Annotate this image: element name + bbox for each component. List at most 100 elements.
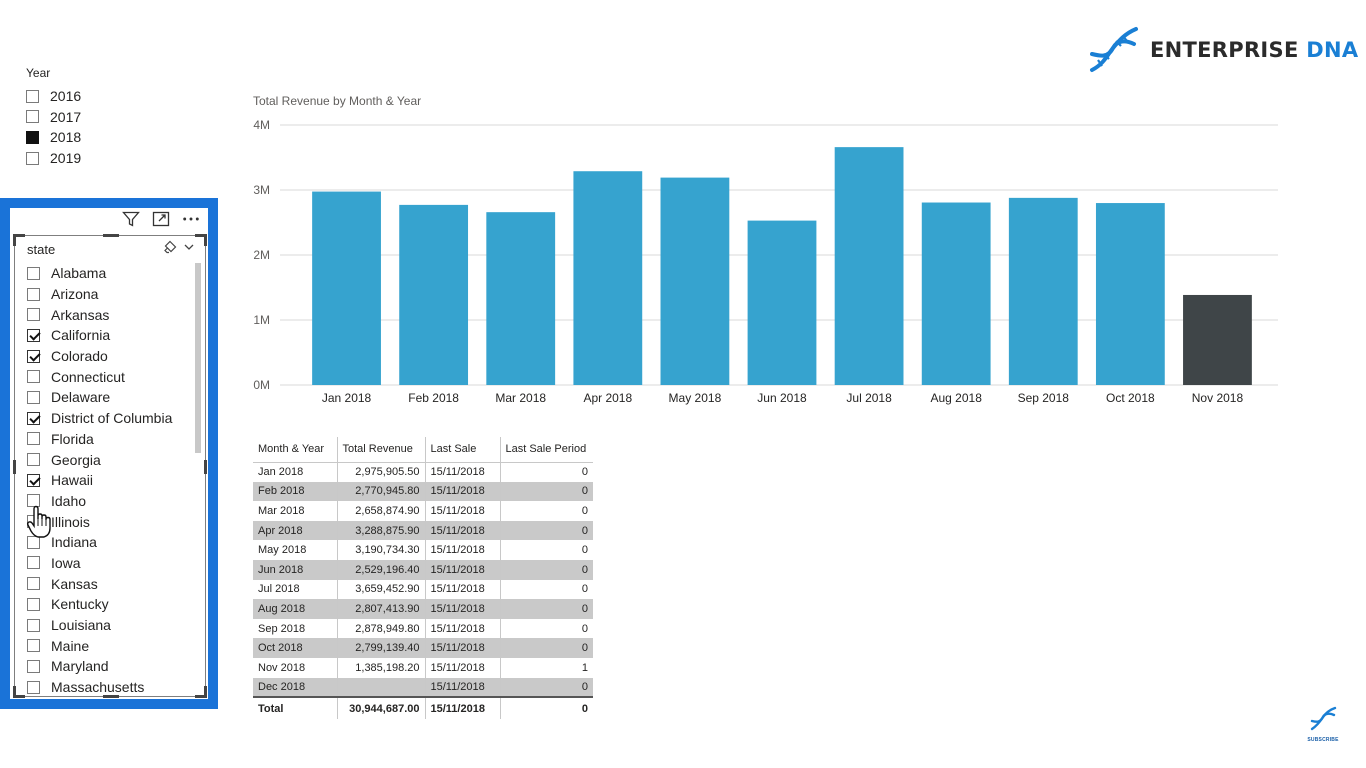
scrollbar-thumb[interactable] xyxy=(195,263,201,453)
state-option[interactable]: Arkansas xyxy=(27,304,193,325)
checkbox[interactable] xyxy=(27,639,40,653)
table-cell: 15/11/2018 xyxy=(425,657,501,678)
state-option-label: Maryland xyxy=(51,658,109,675)
resize-handle[interactable] xyxy=(13,686,16,698)
subscribe-badge[interactable]: SUBSCRIBE xyxy=(1305,706,1341,743)
state-option[interactable]: Iowa xyxy=(27,553,193,574)
revenue-table: Month & Year Total Revenue Last Sale Last S… xyxy=(253,437,593,720)
more-options-icon[interactable] xyxy=(182,210,200,228)
bar[interactable] xyxy=(1008,197,1078,385)
state-option[interactable]: Maryland xyxy=(27,656,193,677)
checkbox[interactable] xyxy=(27,556,40,570)
checkbox[interactable] xyxy=(27,308,40,322)
table-cell: 0 xyxy=(500,559,593,580)
state-option[interactable]: Georgia xyxy=(27,449,193,470)
bar[interactable] xyxy=(312,191,381,385)
column-header[interactable]: Last Sale Period xyxy=(500,437,593,463)
table-cell: 15/11/2018 xyxy=(425,599,501,619)
state-option[interactable]: Indiana xyxy=(27,532,193,553)
bar[interactable] xyxy=(1183,294,1252,385)
bar[interactable] xyxy=(747,220,817,385)
filter-icon[interactable] xyxy=(122,210,140,228)
state-option[interactable]: Delaware xyxy=(27,387,193,408)
state-option[interactable]: Colorado xyxy=(27,346,193,367)
checkbox[interactable] xyxy=(27,535,40,549)
state-option[interactable]: District of Columbia xyxy=(27,408,193,429)
checkbox-checked[interactable] xyxy=(27,349,40,363)
resize-handle[interactable] xyxy=(103,234,119,237)
bar[interactable] xyxy=(399,204,469,385)
state-option[interactable]: Maine xyxy=(27,635,193,656)
resize-handle[interactable] xyxy=(195,234,207,237)
focus-mode-icon[interactable] xyxy=(152,210,170,228)
year-option[interactable]: 2019 xyxy=(26,148,176,169)
state-option[interactable]: Alabama xyxy=(27,263,193,284)
year-option-label: 2017 xyxy=(50,108,82,125)
checkbox[interactable] xyxy=(27,266,40,280)
state-option[interactable]: Massachusetts xyxy=(27,677,193,698)
checkbox-checked[interactable] xyxy=(27,411,40,425)
bar[interactable] xyxy=(921,202,991,385)
column-header[interactable]: Month & Year xyxy=(253,437,338,463)
resize-handle[interactable] xyxy=(204,460,207,474)
checkbox-checked[interactable] xyxy=(27,473,40,487)
checkbox[interactable] xyxy=(27,287,40,301)
state-option[interactable]: Louisiana xyxy=(27,615,193,636)
state-option[interactable]: Arizona xyxy=(27,284,193,305)
state-option[interactable]: California xyxy=(27,325,193,346)
x-tick-label: Apr 2018 xyxy=(583,391,632,405)
resize-handle[interactable] xyxy=(204,686,207,698)
checkbox[interactable] xyxy=(27,453,40,467)
column-header[interactable]: Total Revenue xyxy=(337,437,426,463)
table-cell: 0 xyxy=(581,504,588,517)
bar[interactable] xyxy=(1095,203,1165,385)
state-option[interactable]: Florida xyxy=(27,429,193,450)
checkbox[interactable] xyxy=(26,89,39,103)
bar[interactable] xyxy=(834,147,904,385)
table-cell: 0 xyxy=(500,677,593,698)
resize-handle[interactable] xyxy=(13,695,25,698)
year-option[interactable]: 2018 xyxy=(26,127,176,148)
checkbox-checked[interactable] xyxy=(27,328,40,342)
x-tick-label: Jan 2018 xyxy=(322,391,372,405)
checkbox[interactable] xyxy=(27,494,40,508)
state-option[interactable]: Hawaii xyxy=(27,470,193,491)
checkbox[interactable] xyxy=(27,432,40,446)
state-option[interactable]: Kentucky xyxy=(27,594,193,615)
checkbox[interactable] xyxy=(27,597,40,611)
state-option-label: Alabama xyxy=(51,265,107,282)
state-option-label: Maine xyxy=(51,637,90,654)
checkbox[interactable] xyxy=(27,577,40,591)
chart-title: Total Revenue by Month & Year xyxy=(253,94,422,108)
checkbox[interactable] xyxy=(26,130,39,144)
state-option[interactable]: Kansas xyxy=(27,573,193,594)
eraser-icon[interactable] xyxy=(163,240,177,259)
checkbox[interactable] xyxy=(27,659,40,673)
checkbox[interactable] xyxy=(27,390,40,404)
year-option[interactable]: 2017 xyxy=(26,107,176,128)
scrollbar[interactable] xyxy=(195,263,201,683)
state-option-label: District of Columbia xyxy=(51,410,173,427)
resize-handle[interactable] xyxy=(204,234,207,246)
state-option[interactable]: Connecticut xyxy=(27,366,193,387)
resize-handle[interactable] xyxy=(13,234,16,246)
checkbox[interactable] xyxy=(26,110,39,124)
bar[interactable] xyxy=(660,177,730,385)
column-header[interactable]: Last Sale xyxy=(425,437,501,463)
enterprise-dna-logo: ENTERPRISE DNA xyxy=(1086,24,1358,76)
resize-handle[interactable] xyxy=(195,695,207,698)
resize-handle[interactable] xyxy=(13,460,16,474)
resize-handle[interactable] xyxy=(103,695,119,698)
chevron-down-icon[interactable] xyxy=(183,240,195,258)
state-option[interactable]: Idaho xyxy=(27,491,193,512)
checkbox[interactable] xyxy=(27,618,40,632)
checkbox[interactable] xyxy=(27,370,40,384)
checkbox[interactable] xyxy=(27,680,40,694)
year-option[interactable]: 2016 xyxy=(26,86,176,107)
resize-handle[interactable] xyxy=(13,234,25,237)
checkbox[interactable] xyxy=(26,151,39,165)
state-slicer-list: Alabama Arizona Arkansas California Colorado… xyxy=(27,263,193,697)
bar[interactable] xyxy=(486,212,556,385)
bar[interactable] xyxy=(573,171,643,385)
state-option-label: Connecticut xyxy=(51,368,125,385)
